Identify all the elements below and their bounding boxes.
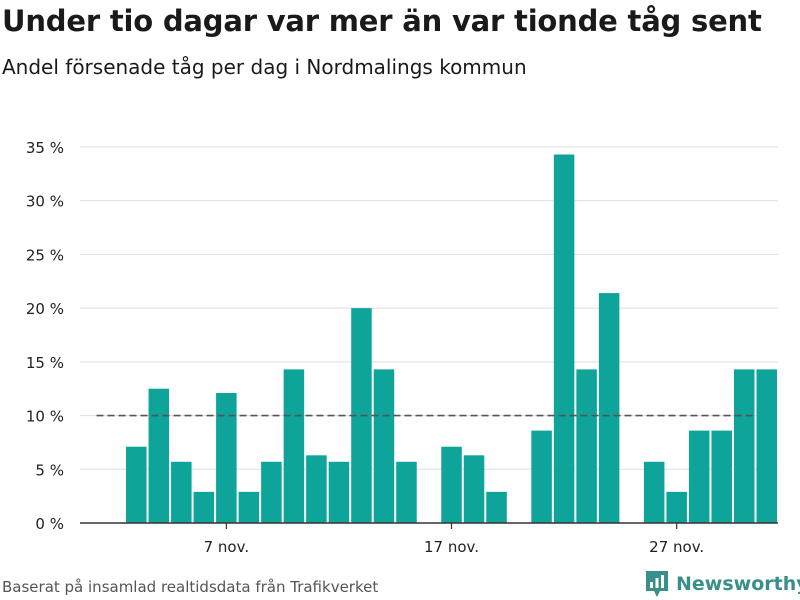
bar-day-30 (733, 369, 755, 523)
source-note: Baserat på insamlad realtidsdata från Tr… (2, 578, 379, 596)
bar-day-4 (148, 388, 170, 523)
bar-day-22 (553, 154, 575, 523)
y-tick-label: 35 % (26, 139, 64, 157)
bar-day-11 (306, 455, 327, 523)
y-tick-label: 5 % (35, 461, 64, 479)
y-tick-label: 30 % (26, 193, 64, 211)
bar-day-24 (598, 293, 620, 523)
bar-day-31 (756, 369, 777, 523)
y-tick-label: 10 % (26, 408, 64, 426)
y-tick-label: 15 % (26, 354, 64, 372)
newsworthy-logo-icon (646, 571, 668, 597)
chart-title: Under tio dagar var mer än var tionde tå… (2, 4, 762, 38)
bar-day-28 (688, 430, 710, 523)
bar-day-29 (711, 430, 732, 523)
bar-day-27 (666, 491, 687, 523)
newsworthy-logo: Newsworthy (644, 569, 800, 599)
bar-day-8 (238, 491, 260, 523)
bar-day-6 (193, 491, 215, 523)
x-tick-label: 7 nov. (204, 538, 249, 556)
bar-day-12 (328, 461, 350, 523)
bar-day-18 (463, 455, 485, 523)
bar-day-7 (216, 393, 237, 523)
bar-day-21 (531, 430, 552, 523)
x-tick-label: 17 nov. (424, 538, 479, 556)
chart-subtitle: Andel försenade tåg per dag i Nordmaling… (2, 55, 527, 79)
bar-day-3 (126, 446, 147, 523)
brand-name: Newsworthy (676, 573, 800, 595)
bar-day-5 (171, 461, 192, 523)
bar-day-26 (643, 461, 665, 523)
bar-day-17 (441, 446, 462, 523)
bar-day-19 (486, 491, 507, 523)
bar-day-9 (261, 461, 282, 523)
y-tick-label: 0 % (35, 515, 64, 533)
y-tick-label: 20 % (26, 300, 64, 318)
y-tick-label: 25 % (26, 246, 64, 264)
bar-day-23 (576, 369, 597, 523)
bar-day-15 (396, 461, 417, 523)
x-tick-label: 27 nov. (649, 538, 704, 556)
bar-day-14 (373, 369, 395, 523)
bar-day-10 (283, 369, 305, 523)
